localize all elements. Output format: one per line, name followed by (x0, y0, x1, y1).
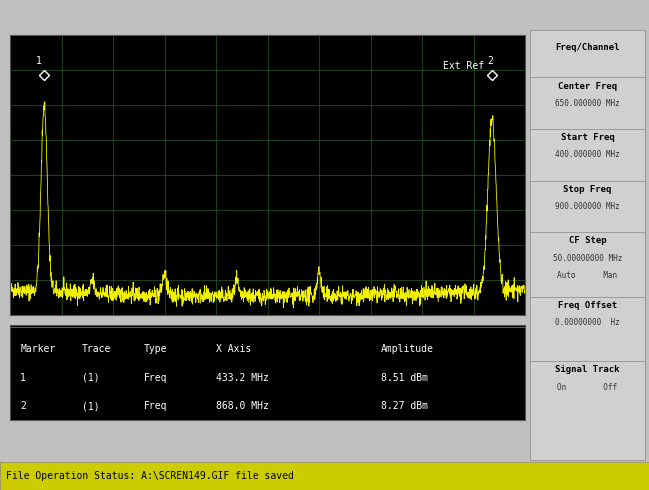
Text: 8.51 dBm: 8.51 dBm (381, 372, 428, 383)
Text: X Axis: X Axis (216, 344, 251, 354)
Text: (1): (1) (82, 401, 100, 411)
Text: 650.000000 MHz: 650.000000 MHz (555, 99, 620, 108)
Text: 900.000000 MHz: 900.000000 MHz (555, 202, 620, 211)
Text: On        Off: On Off (557, 383, 618, 392)
Text: 400.000000 MHz: 400.000000 MHz (555, 150, 620, 159)
Text: Signal Track: Signal Track (556, 366, 620, 374)
Text: Ext Ref: Ext Ref (443, 61, 484, 71)
Text: 0.00000000  Hz: 0.00000000 Hz (555, 318, 620, 327)
Text: Freq Offset: Freq Offset (558, 301, 617, 310)
Text: 2: 2 (487, 56, 493, 66)
Text: (1): (1) (82, 372, 100, 383)
Text: Freq: Freq (144, 401, 167, 411)
Text: File Operation Status: A:\SCREN149.GIF file saved: File Operation Status: A:\SCREN149.GIF f… (6, 471, 295, 481)
Text: Center Freq: Center Freq (558, 82, 617, 91)
Text: 8.27 dBm: 8.27 dBm (381, 401, 428, 411)
Text: Auto      Man: Auto Man (557, 271, 618, 280)
Text: Start Freq: Start Freq (561, 133, 615, 142)
Text: Amplitude: Amplitude (381, 344, 434, 354)
Text: Type: Type (144, 344, 167, 354)
Text: 50.00000000 MHz: 50.00000000 MHz (553, 254, 622, 263)
Text: 433.2 MHz: 433.2 MHz (216, 372, 269, 383)
Text: CF Step: CF Step (569, 236, 606, 245)
Text: Marker: Marker (20, 344, 56, 354)
Text: 2: 2 (20, 401, 26, 411)
Text: Freq: Freq (144, 372, 167, 383)
Text: Trace: Trace (82, 344, 112, 354)
Text: 1: 1 (20, 372, 26, 383)
Text: 868.0 MHz: 868.0 MHz (216, 401, 269, 411)
Text: Freq/Channel: Freq/Channel (556, 43, 620, 52)
Text: Stop Freq: Stop Freq (563, 185, 612, 194)
Text: 1: 1 (36, 56, 42, 66)
